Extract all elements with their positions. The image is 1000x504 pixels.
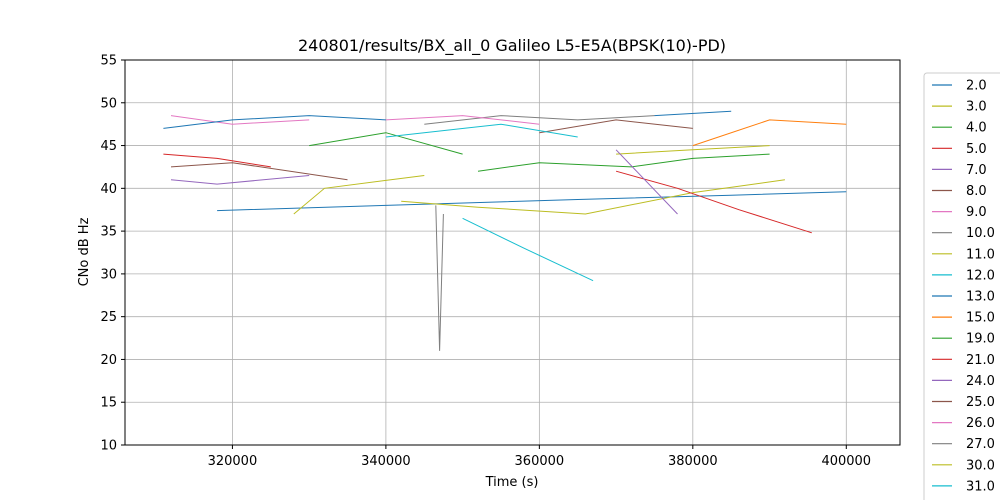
- series-line-25.0: [539, 119, 693, 134]
- x-tick-label: 400000: [821, 454, 871, 469]
- series-line-33.0: [654, 110, 732, 117]
- legend-label-3.0: 3.0: [966, 100, 987, 115]
- legend-label-27.0: 27.0: [966, 437, 995, 452]
- series-line-27.0: [435, 205, 444, 351]
- legend-label-11.0: 11.0: [966, 247, 995, 262]
- y-tick-label: 35: [100, 225, 117, 240]
- series-line-4.0: [477, 153, 770, 172]
- legend-label-8.0: 8.0: [966, 184, 987, 199]
- x-tick-label: 340000: [361, 454, 411, 469]
- series-line-15.0: [692, 119, 847, 147]
- series-line-13.0: [163, 115, 386, 129]
- series-line-7.0: [170, 175, 310, 185]
- series-line-10.0: [424, 115, 655, 125]
- y-tick-label: 40: [100, 182, 117, 197]
- legend-label-12.0: 12.0: [966, 268, 995, 283]
- series-line-24.0: [615, 149, 678, 215]
- legend: 2.0 3.0 4.0 5.0 7.0 8.0 9.0 10.0 11.0 12.0 13.0 15.…: [923, 72, 1000, 504]
- chart-title: 240801/results/BX_all_0 Galileo L5-E5A(B…: [298, 36, 726, 56]
- legend-label-4.0: 4.0: [966, 121, 987, 136]
- legend-label-15.0: 15.0: [966, 311, 995, 326]
- plot-frame: [124, 59, 901, 446]
- y-tick-label: 15: [100, 396, 117, 411]
- series-line-3.0: [401, 179, 785, 215]
- legend-label-5.0: 5.0: [966, 142, 987, 157]
- x-tick-label: 360000: [515, 454, 565, 469]
- series-line-11.0: [616, 145, 770, 155]
- legend-label-19.0: 19.0: [966, 332, 995, 347]
- series-line-9.0: [170, 115, 310, 125]
- series-line-26.0: [385, 115, 540, 125]
- series-line-8.0: [170, 162, 348, 181]
- x-tick-label: 380000: [668, 454, 718, 469]
- x-axis-label: Time (s): [485, 475, 539, 490]
- legend-box: [923, 72, 1000, 504]
- x-tick-label: 320000: [208, 454, 258, 469]
- series-line-30.0: [293, 175, 425, 215]
- legend-label-13.0: 13.0: [966, 290, 995, 305]
- legend-label-7.0: 7.0: [966, 163, 987, 178]
- y-tick-label: 25: [100, 310, 117, 325]
- series-line-19.0: [309, 132, 463, 155]
- series-line-2.0: [217, 191, 847, 212]
- legend-label-9.0: 9.0: [966, 205, 987, 220]
- y-tick-label: 10: [100, 439, 117, 454]
- legend-label-10.0: 10.0: [966, 226, 995, 241]
- y-tick-label: 45: [100, 139, 117, 154]
- plot-area: 320000 340000 360000 380000 400000 10 15 20 25 30…: [100, 54, 901, 469]
- y-tick-label: 55: [100, 54, 117, 69]
- legend-label-24.0: 24.0: [966, 374, 995, 389]
- series-line-12.0: [462, 217, 594, 282]
- series-line-21.0: [163, 153, 271, 168]
- legend-label-25.0: 25.0: [966, 395, 995, 410]
- legend-label-30.0: 30.0: [966, 458, 995, 473]
- series-line-5.0: [615, 170, 812, 234]
- y-axis-label: CNo dB Hz: [77, 217, 92, 286]
- legend-label-2.0: 2.0: [966, 79, 987, 94]
- legend-label-31.0: 31.0: [966, 479, 995, 494]
- y-tick-label: 20: [100, 353, 117, 368]
- series-line-31.0: [385, 123, 578, 138]
- legend-label-21.0: 21.0: [966, 353, 995, 368]
- legend-label-26.0: 26.0: [966, 416, 995, 431]
- y-tick-label: 50: [100, 96, 117, 111]
- y-tick-label: 30: [100, 267, 117, 282]
